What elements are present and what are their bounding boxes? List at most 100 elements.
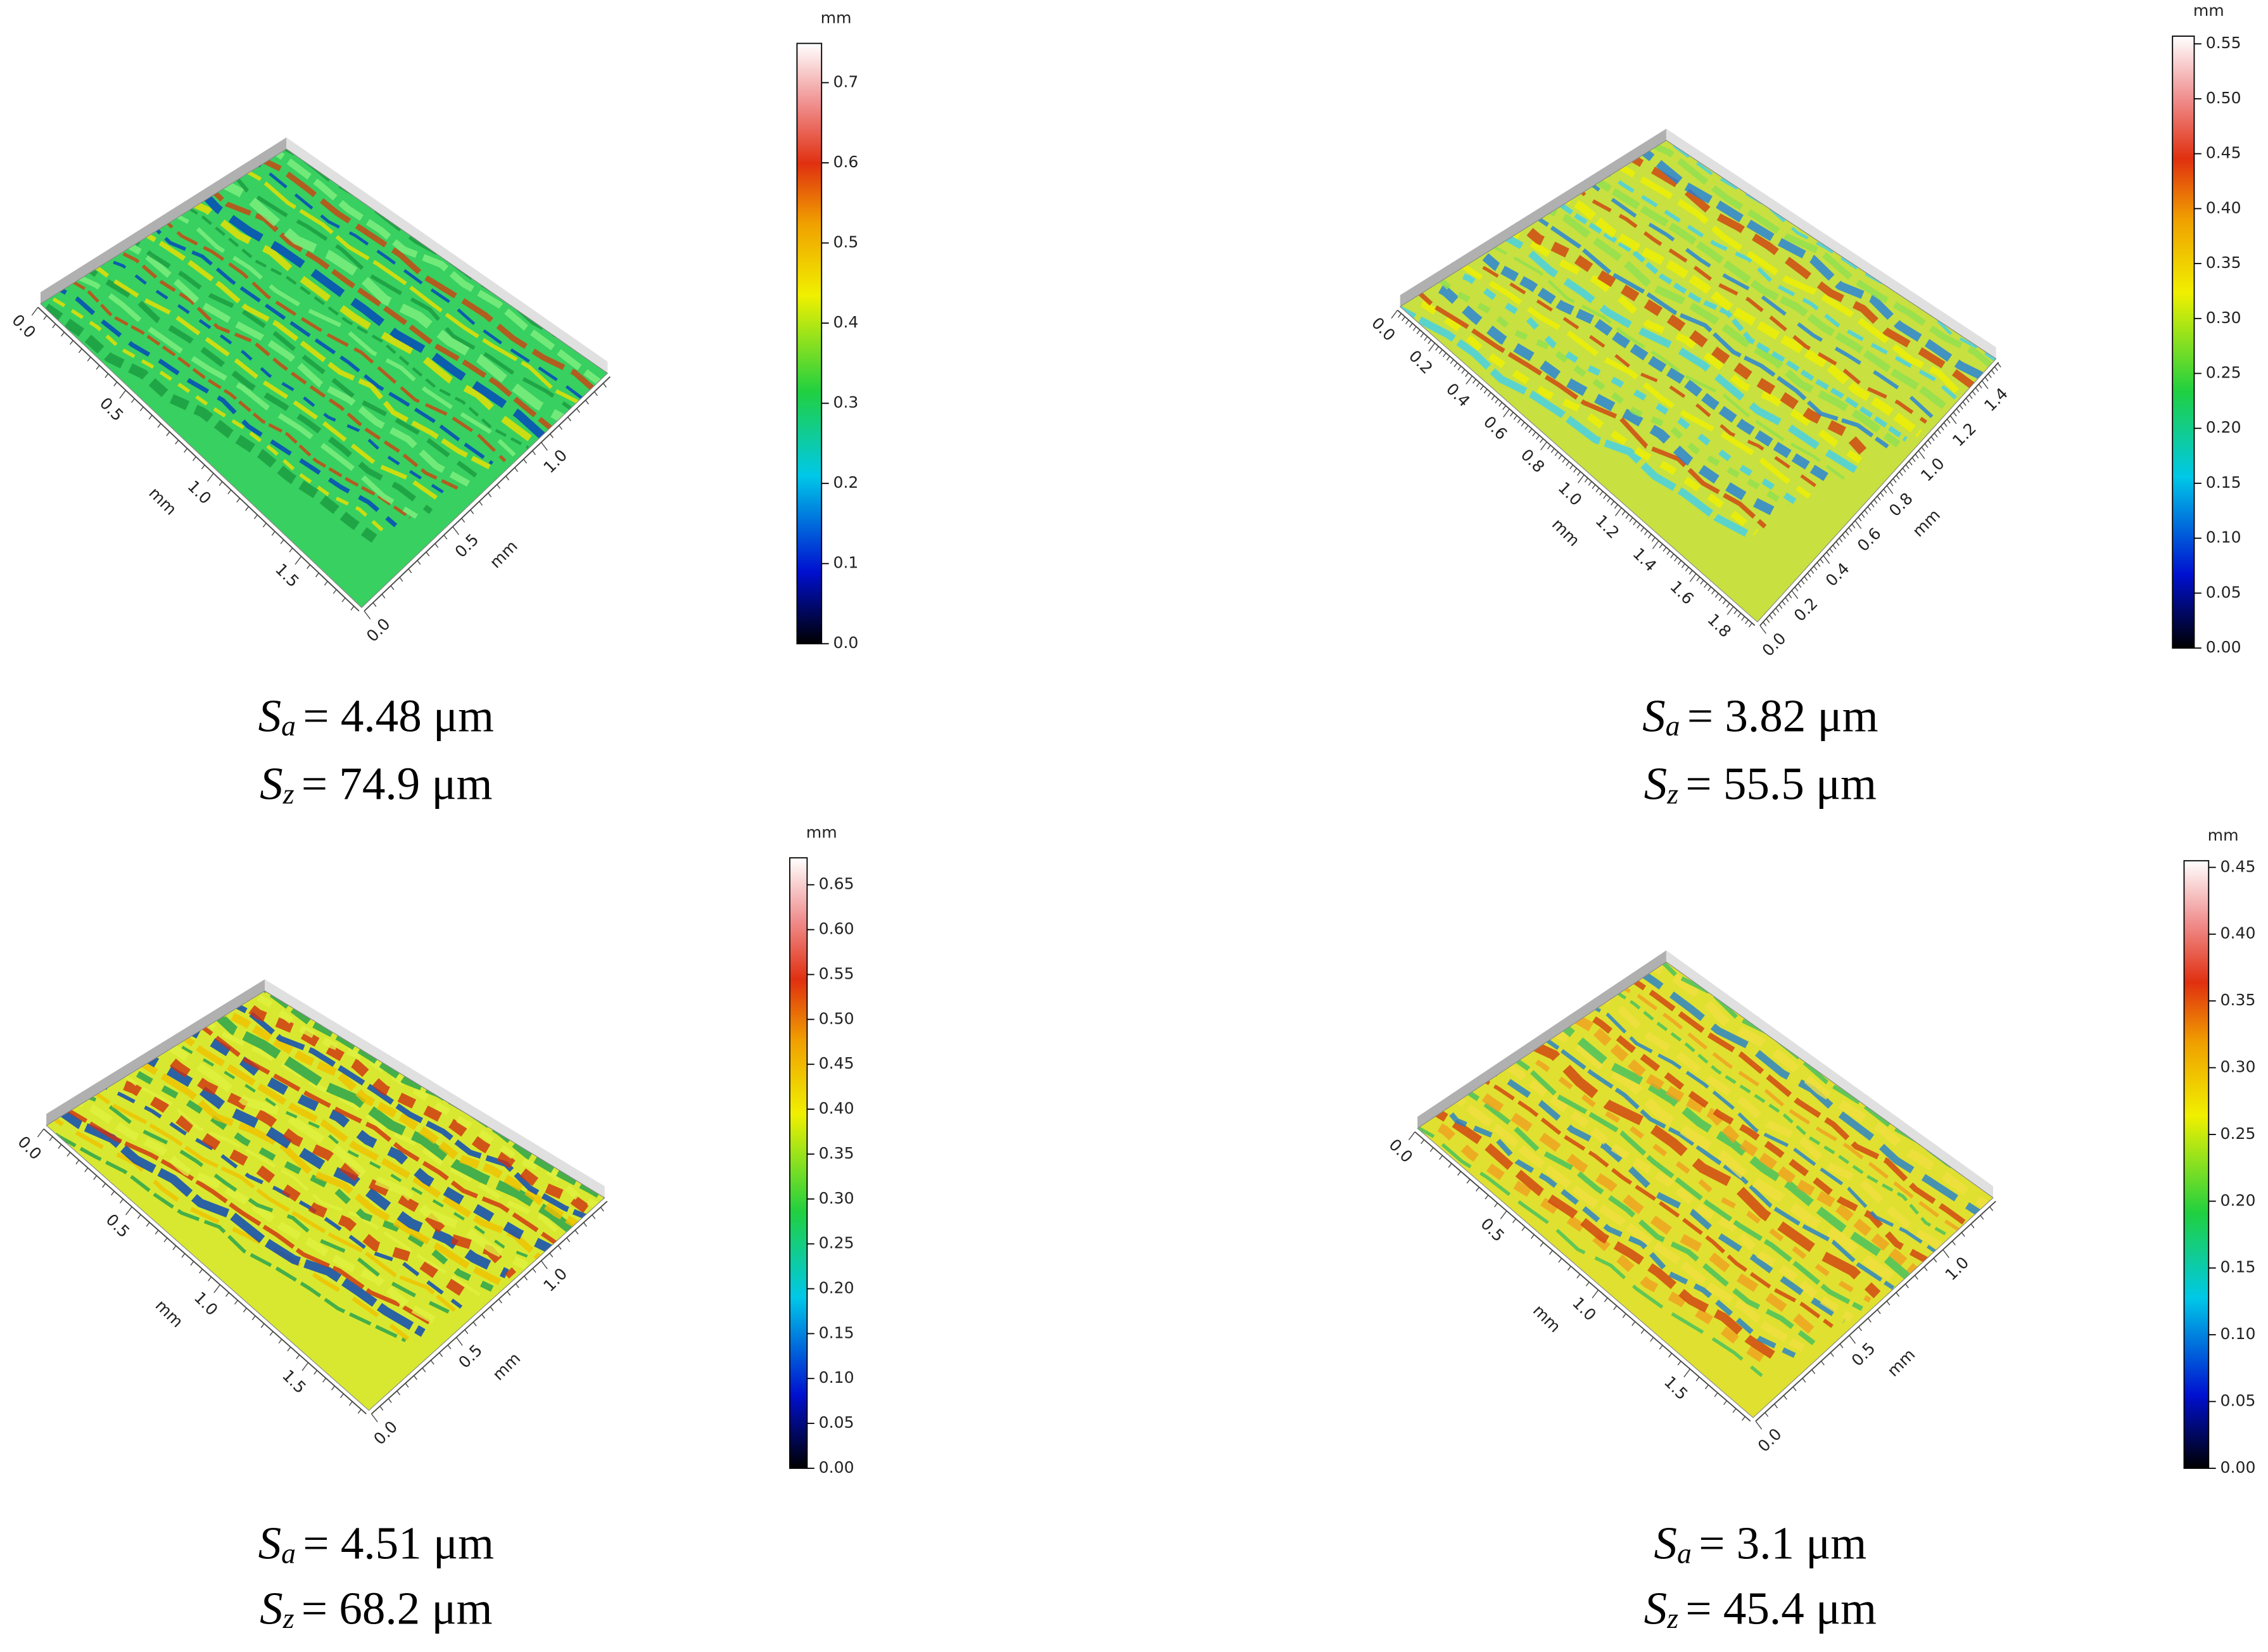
axis-tick [31,307,39,316]
axis-tick-label: 0.0 [1368,314,1399,345]
axis-tick [1472,379,1476,384]
axis-tick-label: 0.2 [1405,346,1436,378]
parameter-subscript: a [281,709,296,742]
surface-streak [61,1090,439,1325]
axis-tick [1940,426,1944,431]
axis-tick [1562,458,1566,463]
surface-streak [1454,1072,1825,1343]
axis-tick [1668,1352,1673,1358]
surface-streak [1451,1079,1816,1345]
axis-tick [119,1198,124,1204]
axis-tick [146,1222,150,1227]
axis-tick [1923,1266,1928,1271]
surface-streak [1619,969,1979,1234]
colorbar-tick-label: 0.60 [819,920,854,938]
surface-streak [41,289,377,543]
axis-tick [61,331,65,337]
axis-tick-label: 1.0 [540,446,571,477]
axis-tick [1848,527,1853,532]
axis-tick [1934,433,1938,438]
colorbar-tick-label: 0.40 [2220,924,2256,943]
axis-tick [472,1321,477,1326]
colorbar-tick-label: 0.15 [2220,1258,2256,1276]
surface-panel: 0.00.51.01.5mm0.00.51.0mmmm0.000.050.100… [1385,826,2255,1635]
surface-panel: 0.00.51.01.5mm0.00.51.0mmmm0.000.050.100… [14,823,854,1634]
axis-tick [1603,494,1607,499]
surface-streak [151,1032,529,1270]
axis-tick [413,1375,417,1380]
axis-tick-label: 0.6 [1854,524,1885,555]
parameter-subscript: a [1677,1537,1692,1570]
axis-tick [1807,573,1811,578]
axis-tick [1782,600,1786,606]
axis-tick [96,365,100,370]
axis-label: mm [1549,515,1583,550]
axis-tick [364,611,371,620]
surface-panel: 0.00.51.01.5mm0.00.51.0mmmm0.00.10.20.30… [8,9,858,810]
surface-streak [187,1014,561,1247]
axis-label: mm [489,1349,524,1384]
axis-tick-label: 1.5 [279,1366,310,1397]
axis-tick [1487,392,1492,397]
colorbar-tick-label: 0.45 [2220,857,2256,875]
surface-outline [1399,139,1997,623]
axis-tick [245,506,250,511]
axis-tick [507,1291,511,1296]
axis-tick [1652,540,1659,549]
axis-tick [1759,625,1767,634]
axis-tick [430,1360,434,1365]
axis-tick [1915,454,1919,459]
axis-line [37,307,360,612]
axis-tick [399,576,403,582]
axis-tick [1772,611,1777,616]
axis-tick [1804,576,1808,581]
surface-streak [70,1089,450,1314]
roughness-value: Sa = 3.1 μm [1654,1517,1866,1569]
axis-tick [1685,566,1689,572]
axis-tick [1457,1171,1461,1176]
axis-tick [1886,1300,1891,1306]
axis-tick [1429,1147,1434,1152]
surface-streak [1586,984,1948,1252]
surface-streak [1499,223,1863,464]
axis-tick [1576,1274,1581,1279]
axis-tick-label: 0.5 [103,1210,134,1242]
surface-streak [1566,1000,1929,1264]
axis-tick [532,450,536,455]
axis-tick [333,589,337,594]
surface-map [46,991,605,1411]
axis-tick [600,1207,604,1212]
axis-tick [1778,604,1783,609]
axis-tick [69,340,73,345]
surface-streak [1555,1003,1922,1278]
colorbar-tick-label: 0.05 [2220,1392,2256,1410]
axis-tick [1567,1266,1571,1271]
axis-tick [1637,524,1641,529]
axis-tick [1987,373,1992,378]
axis-tick [1918,450,1925,459]
axis-tick [1412,326,1417,331]
axis-tick [105,373,109,378]
axis-tick [1705,1384,1709,1390]
surface-streak [46,1117,407,1342]
parameter-symbol: S [258,1517,282,1568]
axis-tick [1640,527,1644,532]
axis-tick [1937,429,1941,435]
axis-tick [1647,533,1652,539]
surface-streak [93,1069,474,1302]
axis-tick [1908,461,1913,466]
colorbar-tick-label: 0.30 [2206,308,2241,327]
axis-tick [447,1344,452,1350]
axis-tick [1607,497,1611,502]
surface-streak [1466,239,1832,483]
axis-tick [1930,436,1935,442]
colorbar-tick-label: 0.50 [819,1009,854,1027]
axis-tick [251,1315,256,1321]
axis-tick [1466,1179,1471,1184]
roughness-value: Sz = 74.9 μm [260,758,492,810]
surface-streak [192,182,547,440]
axis-tick [1927,440,1932,445]
axis-tick [58,1144,62,1149]
axis-tick-label: 1.0 [1917,454,1948,485]
axis-tick [1696,576,1701,581]
